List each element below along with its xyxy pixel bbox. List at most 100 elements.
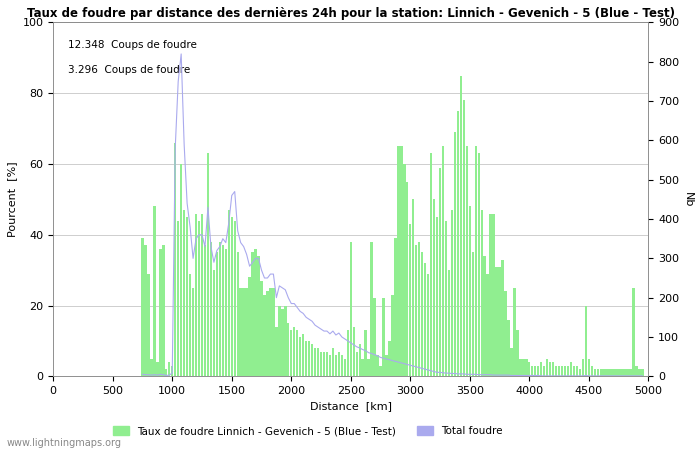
Bar	[389, 341, 391, 376]
Bar	[508, 320, 510, 376]
Bar	[454, 132, 456, 376]
Bar	[468, 207, 471, 376]
Bar	[599, 369, 602, 376]
Bar	[308, 341, 310, 376]
Bar	[608, 369, 611, 376]
Bar	[177, 220, 179, 376]
Bar	[573, 366, 575, 376]
Bar	[150, 359, 153, 376]
Bar	[543, 366, 545, 376]
Bar	[230, 217, 233, 376]
Legend: Taux de foudre Linnich - Gevenich - 5 (Blue - Test), Total foudre: Taux de foudre Linnich - Gevenich - 5 (B…	[109, 422, 507, 440]
Bar	[555, 366, 557, 376]
Bar	[409, 224, 412, 376]
Bar	[611, 369, 614, 376]
Bar	[394, 238, 397, 376]
Bar	[323, 351, 326, 376]
Bar	[346, 330, 349, 376]
Bar	[353, 327, 355, 376]
Bar	[549, 362, 552, 376]
Bar	[218, 242, 221, 376]
Bar	[406, 182, 409, 376]
Bar	[153, 207, 155, 376]
Bar	[147, 274, 150, 376]
Bar	[198, 220, 200, 376]
Bar	[222, 245, 224, 376]
Bar	[587, 359, 590, 376]
Bar	[561, 366, 564, 376]
Bar	[284, 306, 286, 376]
Bar	[448, 270, 450, 376]
Bar	[189, 274, 191, 376]
Title: Taux de foudre par distance des dernières 24h pour la station: Linnich - Gevenic: Taux de foudre par distance des dernière…	[27, 7, 675, 20]
Bar	[290, 330, 293, 376]
Bar	[558, 366, 560, 376]
Bar	[379, 366, 382, 376]
Bar	[424, 263, 426, 376]
Bar	[234, 220, 236, 376]
Bar	[596, 369, 599, 376]
Bar	[239, 288, 242, 376]
Bar	[436, 217, 438, 376]
Bar	[421, 252, 424, 376]
Bar	[623, 369, 626, 376]
Bar	[528, 362, 531, 376]
Bar	[525, 359, 528, 376]
Bar	[311, 344, 314, 376]
Bar	[302, 334, 304, 376]
Bar	[385, 355, 388, 376]
Bar	[641, 369, 643, 376]
Bar	[546, 359, 548, 376]
Bar	[299, 338, 302, 376]
Bar	[519, 359, 522, 376]
Bar	[400, 146, 402, 376]
Bar	[460, 76, 462, 376]
Bar	[632, 288, 635, 376]
Bar	[513, 288, 516, 376]
Bar	[626, 369, 629, 376]
Bar	[210, 242, 212, 376]
Bar	[477, 153, 480, 376]
Bar	[332, 348, 334, 376]
Bar	[480, 210, 483, 376]
Bar	[358, 344, 361, 376]
Bar	[341, 355, 343, 376]
Bar	[162, 245, 164, 376]
Bar	[391, 295, 393, 376]
Bar	[275, 327, 278, 376]
Text: www.lightningmaps.org: www.lightningmaps.org	[7, 438, 122, 448]
Bar	[466, 146, 468, 376]
Bar	[201, 214, 203, 376]
Text: 12.348  Coups de foudre: 12.348 Coups de foudre	[68, 40, 197, 50]
Bar	[365, 330, 367, 376]
Bar	[531, 366, 533, 376]
Bar	[382, 298, 385, 376]
Bar	[186, 217, 188, 376]
Bar	[373, 298, 376, 376]
Bar	[552, 362, 554, 376]
Bar	[451, 210, 453, 376]
Bar	[287, 323, 290, 376]
Bar	[510, 348, 512, 376]
Bar	[456, 111, 459, 376]
Y-axis label: Nb: Nb	[683, 192, 693, 207]
Bar	[594, 369, 596, 376]
Bar	[144, 245, 147, 376]
Bar	[370, 242, 373, 376]
Bar	[266, 291, 269, 376]
Text: 3.296  Coups de foudre: 3.296 Coups de foudre	[68, 65, 190, 75]
Bar	[242, 288, 245, 376]
Bar	[183, 210, 186, 376]
Bar	[258, 256, 260, 376]
Bar	[504, 291, 507, 376]
Bar	[615, 369, 617, 376]
Bar	[272, 288, 274, 376]
Bar	[496, 266, 498, 376]
Bar	[620, 369, 623, 376]
Bar	[638, 369, 640, 376]
Bar	[537, 366, 540, 376]
Bar	[216, 252, 218, 376]
Bar	[472, 252, 474, 376]
Bar	[320, 351, 322, 376]
Bar	[329, 355, 331, 376]
